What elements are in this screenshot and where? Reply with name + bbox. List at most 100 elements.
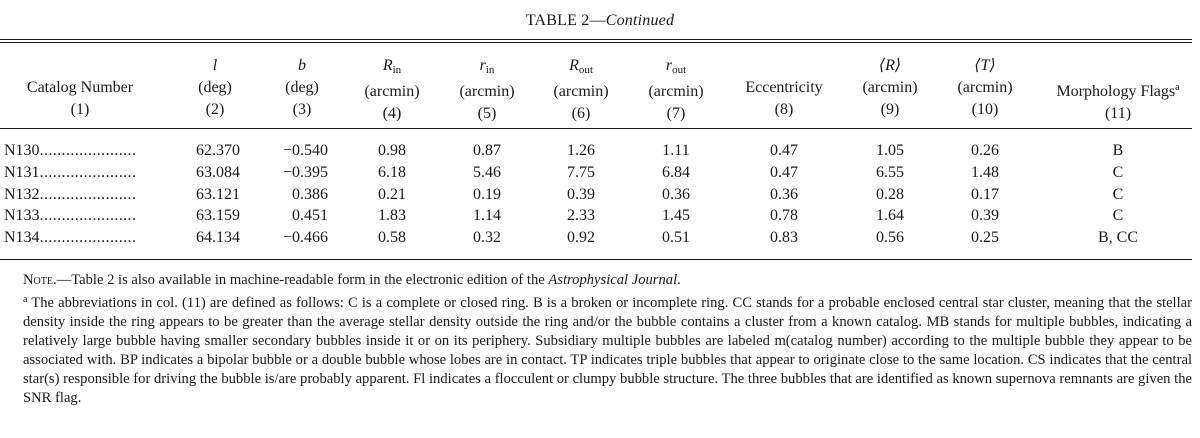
table-row: N134...................... 64.134 −0.466 0.… [0,229,1192,251]
cell-T: 1.48 [971,163,999,181]
cell-R: 1.05 [876,142,904,159]
header-mean-r-num: (9) [880,101,900,118]
leader-dots: ...................... [39,142,137,159]
cell-rout-cap: 2.33 [567,207,595,225]
header-l: l (deg) (2) [198,55,232,121]
cell-rout-cap: 0.92 [567,229,595,247]
cell-ecc: 0.47 [770,163,798,181]
cell-R: 1.64 [876,207,904,225]
header-r-in-cap-num: (4) [382,105,402,122]
catalog-number: N133 [4,207,40,225]
cell-l: 64.134 [196,229,240,247]
cell-flags: B, CC [1097,229,1139,247]
cell-T: 0.26 [971,142,999,159]
leader-dots: ...................... [39,163,137,181]
header-r-out-cap-symbol: R [569,57,579,74]
table-row: N130...................... 62.370 −0.540 0.… [0,142,1192,164]
cell-ecc: 0.36 [770,185,798,203]
header-morphology-flags: Morphology Flagsa (11) [1056,77,1179,125]
header-r-in-cap: Rin (arcmin) (4) [364,55,419,125]
leader-dots: ...................... [39,207,137,225]
cell-T: 0.17 [971,185,999,203]
cell-flags: C [1112,185,1124,203]
header-eccentricity-num: (8) [774,101,794,118]
cell-rout: 0.51 [662,229,690,247]
header-mean-t: ⟨T⟩ (arcmin) (10) [957,55,1012,121]
header-catalog-number-num: (1) [70,101,90,118]
header-mean-t-num: (10) [971,101,999,118]
cell-R: 0.56 [876,229,904,247]
catalog-number: N130 [4,142,40,159]
header-mean-r-symbol: ⟨R⟩ [878,57,902,74]
cell-l: 62.370 [196,142,240,159]
cell-ecc: 0.47 [770,142,798,159]
cell-rin-cap: 0.98 [378,142,406,159]
catalog-number-cell: N133...................... [4,207,136,225]
cell-b: −0.466 [282,229,328,247]
table-row: N132...................... 63.121 0.386 0.2… [0,186,1192,208]
header-catalog-number: Catalog Number (1) [27,77,133,121]
header-r-out-cap: Rout (arcmin) (6) [553,55,608,125]
cell-R: 6.55 [876,163,904,181]
header-r-in-cap-symbol: R [382,57,393,74]
header-r-out-cap-unit: (arcmin) [553,83,609,100]
cell-rin: 0.19 [473,185,501,203]
cell-rout: 0.36 [662,185,690,203]
note-text: .—Table 2 is also available in machine-r… [52,272,549,288]
header-r-in-cap-unit: (arcmin) [364,83,420,100]
catalog-number-cell: N131...................... [4,164,136,182]
cell-rin: 1.14 [473,207,501,225]
header-r-out-sub: out [672,64,687,76]
header-r-out-cap-num: (6) [571,105,591,122]
header-b: b (deg) (3) [285,55,319,121]
cell-T: 0.39 [971,207,999,225]
table-row: N133...................... 63.159 0.451 1.8… [0,207,1192,229]
cell-rin: 5.46 [473,163,501,181]
header-r-in-num: (5) [477,105,497,122]
cell-T: 0.25 [971,229,999,247]
header-l-unit: (deg) [198,79,232,96]
caption-continued: Continued [605,12,675,29]
cell-ecc: 0.83 [770,229,798,247]
top-rule-double [0,42,1192,43]
cell-l: 63.121 [196,185,240,203]
header-r-in-cap-sub: in [392,64,402,76]
cell-l: 63.159 [196,207,240,225]
top-rule [0,39,1192,40]
header-eccentricity-name: Eccentricity [745,79,823,96]
header-r-in-symbol: r [479,57,486,74]
header-r-in-sub: in [485,64,495,76]
cell-rout: 6.84 [662,163,690,181]
header-r-in: rin (arcmin) (5) [459,55,514,125]
header-mean-r-unit: (arcmin) [862,79,918,96]
cell-b: −0.395 [282,163,328,181]
header-r-out-unit: (arcmin) [648,83,704,100]
cell-rout-cap: 7.75 [567,163,595,181]
catalog-number-cell: N130...................... [4,142,136,160]
header-r-out-num: (7) [666,105,686,122]
leader-dots: ...................... [39,229,137,247]
catalog-number: N134 [4,229,40,247]
footnote-text: The abbreviations in col. (11) are defin… [23,295,1192,406]
cell-R: 0.28 [876,185,904,203]
cell-flags: C [1112,163,1124,181]
cell-rout: 1.11 [662,142,690,159]
header-r-out: rout (arcmin) (7) [648,55,703,125]
header-morphology-flags-name: Morphology Flags [1056,83,1176,100]
header-r-in-unit: (arcmin) [459,83,515,100]
catalog-number-cell: N132...................... [4,186,136,204]
cell-flags: B [1112,142,1124,159]
bottom-rule [0,259,1192,260]
note-paragraph: Note.—Table 2 is also available in machi… [4,271,1192,290]
cell-rout-cap: 0.39 [567,185,595,203]
note-label: Note [23,272,53,288]
header-mean-r: ⟨R⟩ (arcmin) (9) [862,55,917,121]
header-b-unit: (deg) [285,79,319,96]
cell-flags: C [1112,207,1124,225]
note-text-end: . [677,272,681,288]
note-journal: Astrophysical Journal [548,272,678,288]
cell-rout-cap: 1.26 [567,142,595,159]
header-catalog-number-name: Catalog Number [26,79,134,96]
header-morphology-flags-num: (11) [1104,105,1132,122]
